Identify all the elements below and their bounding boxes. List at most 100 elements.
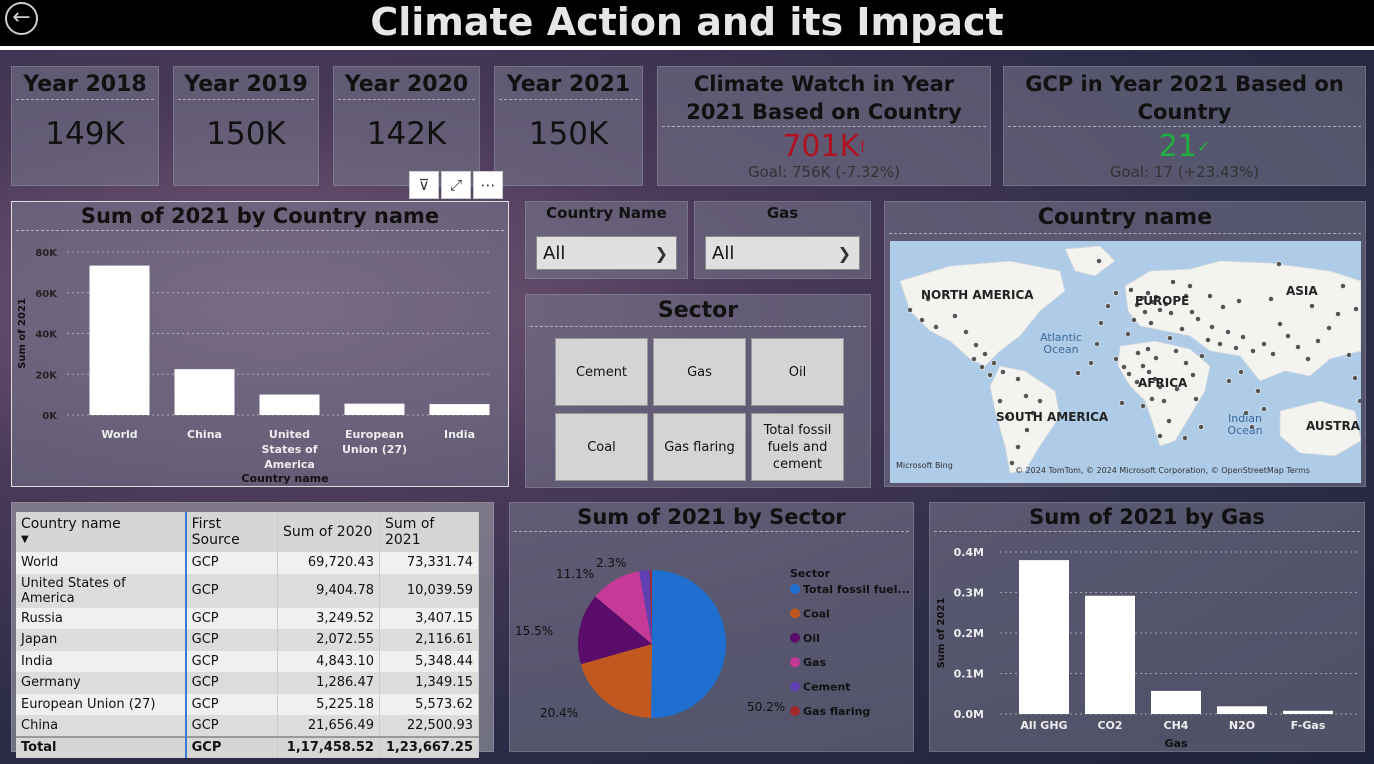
map-point[interactable] bbox=[1187, 283, 1193, 289]
map-point[interactable] bbox=[1183, 360, 1189, 366]
map-point[interactable] bbox=[1167, 335, 1173, 341]
map-point[interactable] bbox=[1150, 299, 1156, 305]
bar[interactable] bbox=[1283, 710, 1333, 714]
map-point[interactable] bbox=[1157, 307, 1163, 313]
map-point[interactable] bbox=[1346, 352, 1352, 358]
gas-dropdown[interactable]: All ❯ bbox=[705, 236, 860, 270]
table-row[interactable]: United States of America GCP 9,404.78 10,03… bbox=[16, 573, 480, 608]
table-row[interactable]: Russia GCP 3,249.52 3,407.15 bbox=[16, 607, 480, 629]
map-point[interactable] bbox=[1157, 433, 1163, 439]
map-point[interactable] bbox=[1238, 369, 1244, 375]
map-point[interactable] bbox=[991, 360, 997, 366]
map-point[interactable] bbox=[1261, 406, 1267, 412]
map-point[interactable] bbox=[1240, 334, 1246, 340]
sector-tile-oil[interactable]: Oil bbox=[751, 338, 844, 406]
bar[interactable] bbox=[1019, 560, 1069, 714]
pie-slice[interactable] bbox=[578, 596, 652, 665]
legend-item[interactable]: Gas flaring bbox=[803, 705, 870, 718]
map-point[interactable] bbox=[1179, 326, 1185, 332]
map-attribution[interactable]: © 2024 TomTom, © 2024 Microsoft Corporat… bbox=[1015, 466, 1310, 475]
map-point[interactable] bbox=[1145, 290, 1151, 296]
map-point[interactable] bbox=[1209, 324, 1215, 330]
map-point[interactable] bbox=[952, 313, 958, 319]
map-point[interactable] bbox=[1128, 287, 1134, 293]
column-header[interactable]: First Source bbox=[184, 512, 278, 552]
map-point[interactable] bbox=[1295, 344, 1301, 350]
map-point[interactable] bbox=[1255, 388, 1261, 394]
pie-slice[interactable] bbox=[595, 571, 652, 644]
map-point[interactable] bbox=[1140, 403, 1146, 409]
sector-tile-gas-flaring[interactable]: Gas flaring bbox=[653, 413, 746, 481]
map-point[interactable] bbox=[1000, 369, 1006, 375]
map-point[interactable] bbox=[1145, 346, 1151, 352]
map-point[interactable] bbox=[1326, 325, 1332, 331]
map-point[interactable] bbox=[1015, 444, 1021, 450]
sector-pie-chart[interactable]: Sum of 2021 by Sector 50.2% 20.4% 15.5% 11.… bbox=[509, 502, 914, 752]
map-point[interactable] bbox=[1276, 261, 1282, 267]
map-point[interactable] bbox=[1004, 414, 1010, 420]
pie-slice[interactable] bbox=[649, 570, 652, 644]
sector-tile-coal[interactable]: Coal bbox=[555, 413, 648, 481]
map-point[interactable] bbox=[1243, 410, 1249, 416]
map-point[interactable] bbox=[1146, 369, 1152, 375]
bar[interactable] bbox=[174, 369, 235, 415]
map-point[interactable] bbox=[1140, 363, 1146, 369]
map-point[interactable] bbox=[1113, 356, 1119, 362]
map-point[interactable] bbox=[1225, 329, 1231, 335]
map-point[interactable] bbox=[1198, 424, 1204, 430]
map-point[interactable] bbox=[925, 296, 931, 302]
map-point[interactable] bbox=[1236, 298, 1242, 304]
filter-icon[interactable]: ⊽ bbox=[409, 171, 439, 199]
map-point[interactable] bbox=[1105, 303, 1111, 309]
map-point[interactable] bbox=[1168, 310, 1174, 316]
map-point[interactable] bbox=[1277, 321, 1283, 327]
map-point[interactable] bbox=[1182, 435, 1188, 441]
map-point[interactable] bbox=[1217, 341, 1223, 347]
legend-item[interactable]: Total fossil fuel... bbox=[803, 583, 910, 596]
map-point[interactable] bbox=[1163, 301, 1169, 307]
bar[interactable] bbox=[344, 403, 405, 415]
map-point[interactable] bbox=[1119, 400, 1125, 406]
map-point[interactable] bbox=[1161, 398, 1167, 404]
map-point[interactable] bbox=[1340, 283, 1346, 289]
map-point[interactable] bbox=[1250, 348, 1256, 354]
table-row[interactable]: Japan GCP 2,072.55 2,116.61 bbox=[16, 629, 480, 651]
map-point[interactable] bbox=[1096, 258, 1102, 264]
map-point[interactable] bbox=[1148, 320, 1154, 326]
map-point[interactable] bbox=[1268, 296, 1274, 302]
map-point[interactable] bbox=[1352, 375, 1358, 381]
country-name-dropdown[interactable]: All ❯ bbox=[536, 236, 677, 270]
map-point[interactable] bbox=[1170, 279, 1176, 285]
map-point[interactable] bbox=[1189, 309, 1195, 315]
map-point[interactable] bbox=[1149, 396, 1155, 402]
map-point[interactable] bbox=[1139, 295, 1145, 301]
map-point[interactable] bbox=[1249, 424, 1255, 430]
map-point[interactable] bbox=[919, 317, 925, 323]
map-point[interactable] bbox=[1134, 302, 1140, 308]
map-point[interactable] bbox=[1285, 333, 1291, 339]
map-point[interactable] bbox=[1088, 360, 1094, 366]
map-point[interactable] bbox=[987, 372, 993, 378]
map-point[interactable] bbox=[1075, 370, 1081, 376]
sector-tile-total-fossil[interactable]: Total fossil fuels and cement bbox=[751, 413, 844, 481]
map-point[interactable] bbox=[933, 324, 939, 330]
bar[interactable] bbox=[1151, 690, 1201, 714]
column-header[interactable]: Sum of 2021 bbox=[379, 512, 480, 552]
map-point[interactable] bbox=[1195, 316, 1201, 322]
map-point[interactable] bbox=[1315, 338, 1321, 344]
map-point[interactable] bbox=[1152, 376, 1158, 382]
map-point[interactable] bbox=[1353, 306, 1359, 312]
pie-slice[interactable] bbox=[639, 570, 652, 644]
map-point[interactable] bbox=[1166, 418, 1172, 424]
map-point[interactable] bbox=[1153, 355, 1159, 361]
table-row[interactable]: China GCP 21,656.49 22,500.93 bbox=[16, 715, 480, 737]
map-point[interactable] bbox=[979, 364, 985, 370]
bar[interactable] bbox=[429, 404, 490, 415]
map-point[interactable] bbox=[1357, 398, 1361, 404]
column-header[interactable]: Country name ▼ bbox=[16, 512, 187, 552]
table-total-row[interactable]: Total GCP 1,17,458.52 1,23,667.25 bbox=[16, 735, 480, 758]
map-point[interactable] bbox=[997, 398, 1003, 404]
map-point[interactable] bbox=[1024, 427, 1030, 433]
legend-item[interactable]: Cement bbox=[803, 681, 851, 694]
map-point[interactable] bbox=[1226, 378, 1232, 384]
